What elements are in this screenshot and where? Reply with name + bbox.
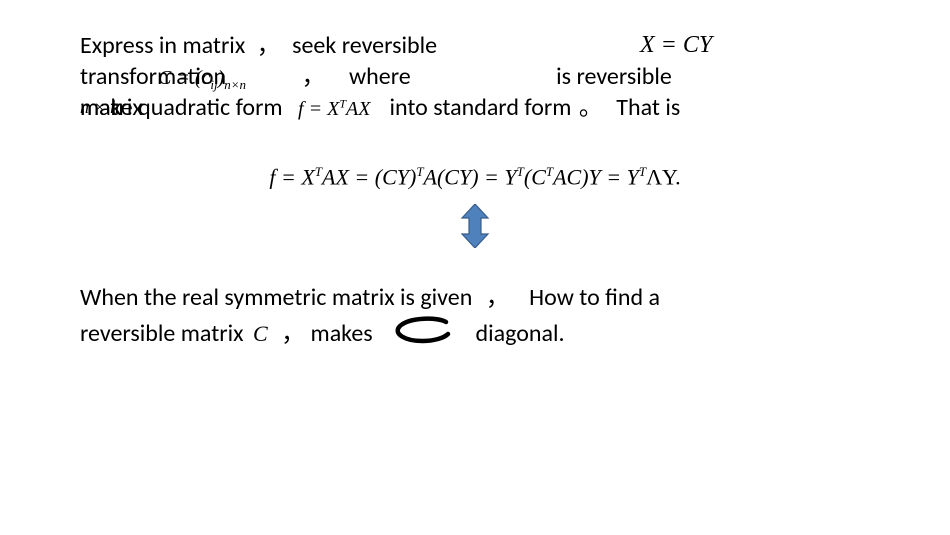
center-formula: f = XTAX = (CY)TA(CY) = YT(CTAC)Y = YTΛY…	[80, 164, 870, 190]
f-part4: AC)Y = Y	[553, 164, 639, 189]
p2-l2-c: diagonal.	[476, 319, 565, 348]
p1-l2-ov-a: C = (c	[158, 67, 210, 89]
p1-l3-eq-sup: T	[339, 97, 346, 111]
f-part1: AX = (CY)	[322, 164, 416, 189]
p1-l1-comma: ，	[257, 31, 281, 60]
f-sup3: T	[517, 164, 524, 179]
p1-line2: transformation C = (cij)n×n ， where is r…	[80, 61, 870, 92]
double-arrow-wrap	[80, 204, 870, 253]
p2-l1-a: When the real symmetric matrix is given	[80, 283, 472, 312]
f-sup1: T	[315, 164, 322, 179]
f-sup2: T	[416, 164, 423, 179]
p2-l2-b: makes	[311, 319, 373, 348]
p1-l1-eq-text: X = CY	[640, 32, 712, 58]
p2-l2-a: reversible matrix	[80, 319, 244, 348]
f-part-f: f = X	[269, 164, 314, 189]
p1-l2-comma: ，	[302, 62, 326, 91]
p1-l2-ov-sub1: ij	[210, 77, 217, 92]
p1-l2-ov-sub2: n×n	[224, 77, 246, 92]
p1-l3-period: 。	[579, 93, 603, 122]
p1-l3-d: That is	[616, 93, 680, 122]
p1-line1: Express in matrix ， seek reversible X = …	[80, 30, 870, 61]
p2-l1-b: How to find a	[529, 283, 660, 312]
p1-l2-c: is reversible	[556, 62, 672, 91]
p1-l3-eq: f = XTAX	[298, 98, 375, 120]
p1-l3-eq-ax: AX	[346, 98, 370, 120]
p2-l1-comma: ，	[486, 283, 510, 312]
p1-l1-eq: X = CY	[640, 30, 712, 61]
p1-line3: matrix n × n make quadratic form f = XTA…	[80, 92, 870, 123]
paragraph-2: When the real symmetric matrix is given …	[80, 281, 870, 355]
stylized-c-icon	[392, 316, 452, 355]
p1-l3-b: make quadratic form	[80, 92, 283, 123]
f-part3: (C	[524, 164, 546, 189]
p1-l1-b: seek reversible	[292, 31, 437, 60]
paragraph-1: Express in matrix ， seek reversible X = …	[80, 30, 870, 124]
p2-l2-C: C	[253, 321, 268, 346]
p2-line2: reversible matrix C ， makes diagonal.	[80, 316, 870, 355]
p2-l2-comma: ，	[281, 319, 305, 348]
p1-l3-eq-f: f = X	[298, 98, 339, 120]
p1-l2-overlay: C = (cij)n×n	[158, 65, 246, 94]
f-lam: ΛY.	[646, 164, 681, 189]
p2-line1: When the real symmetric matrix is given …	[80, 281, 870, 316]
double-arrow-icon	[458, 204, 492, 248]
f-part2: A(CY) = Y	[424, 164, 517, 189]
slide-content: Express in matrix ， seek reversible X = …	[0, 0, 950, 354]
p1-l2-b: where	[349, 62, 411, 91]
p1-l1-a: Express in matrix	[80, 31, 245, 60]
p1-l3-c: into standard form	[389, 93, 571, 122]
